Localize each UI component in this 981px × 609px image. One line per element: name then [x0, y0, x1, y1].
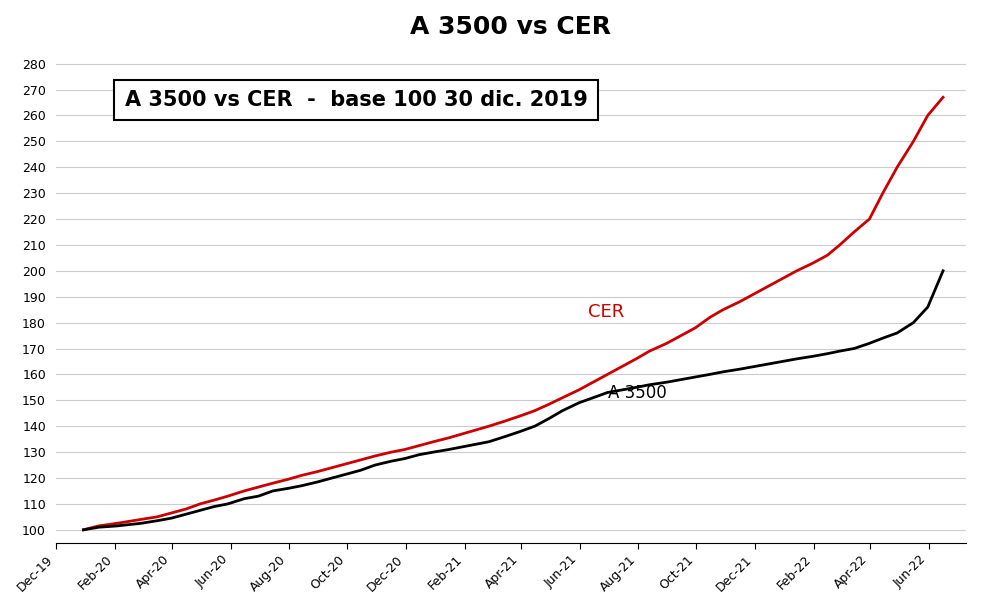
- Title: A 3500 vs CER: A 3500 vs CER: [410, 15, 611, 39]
- Text: CER: CER: [589, 303, 625, 322]
- Text: A 3500: A 3500: [608, 384, 667, 402]
- Text: A 3500 vs CER  -  base 100 30 dic. 2019: A 3500 vs CER - base 100 30 dic. 2019: [125, 90, 588, 110]
